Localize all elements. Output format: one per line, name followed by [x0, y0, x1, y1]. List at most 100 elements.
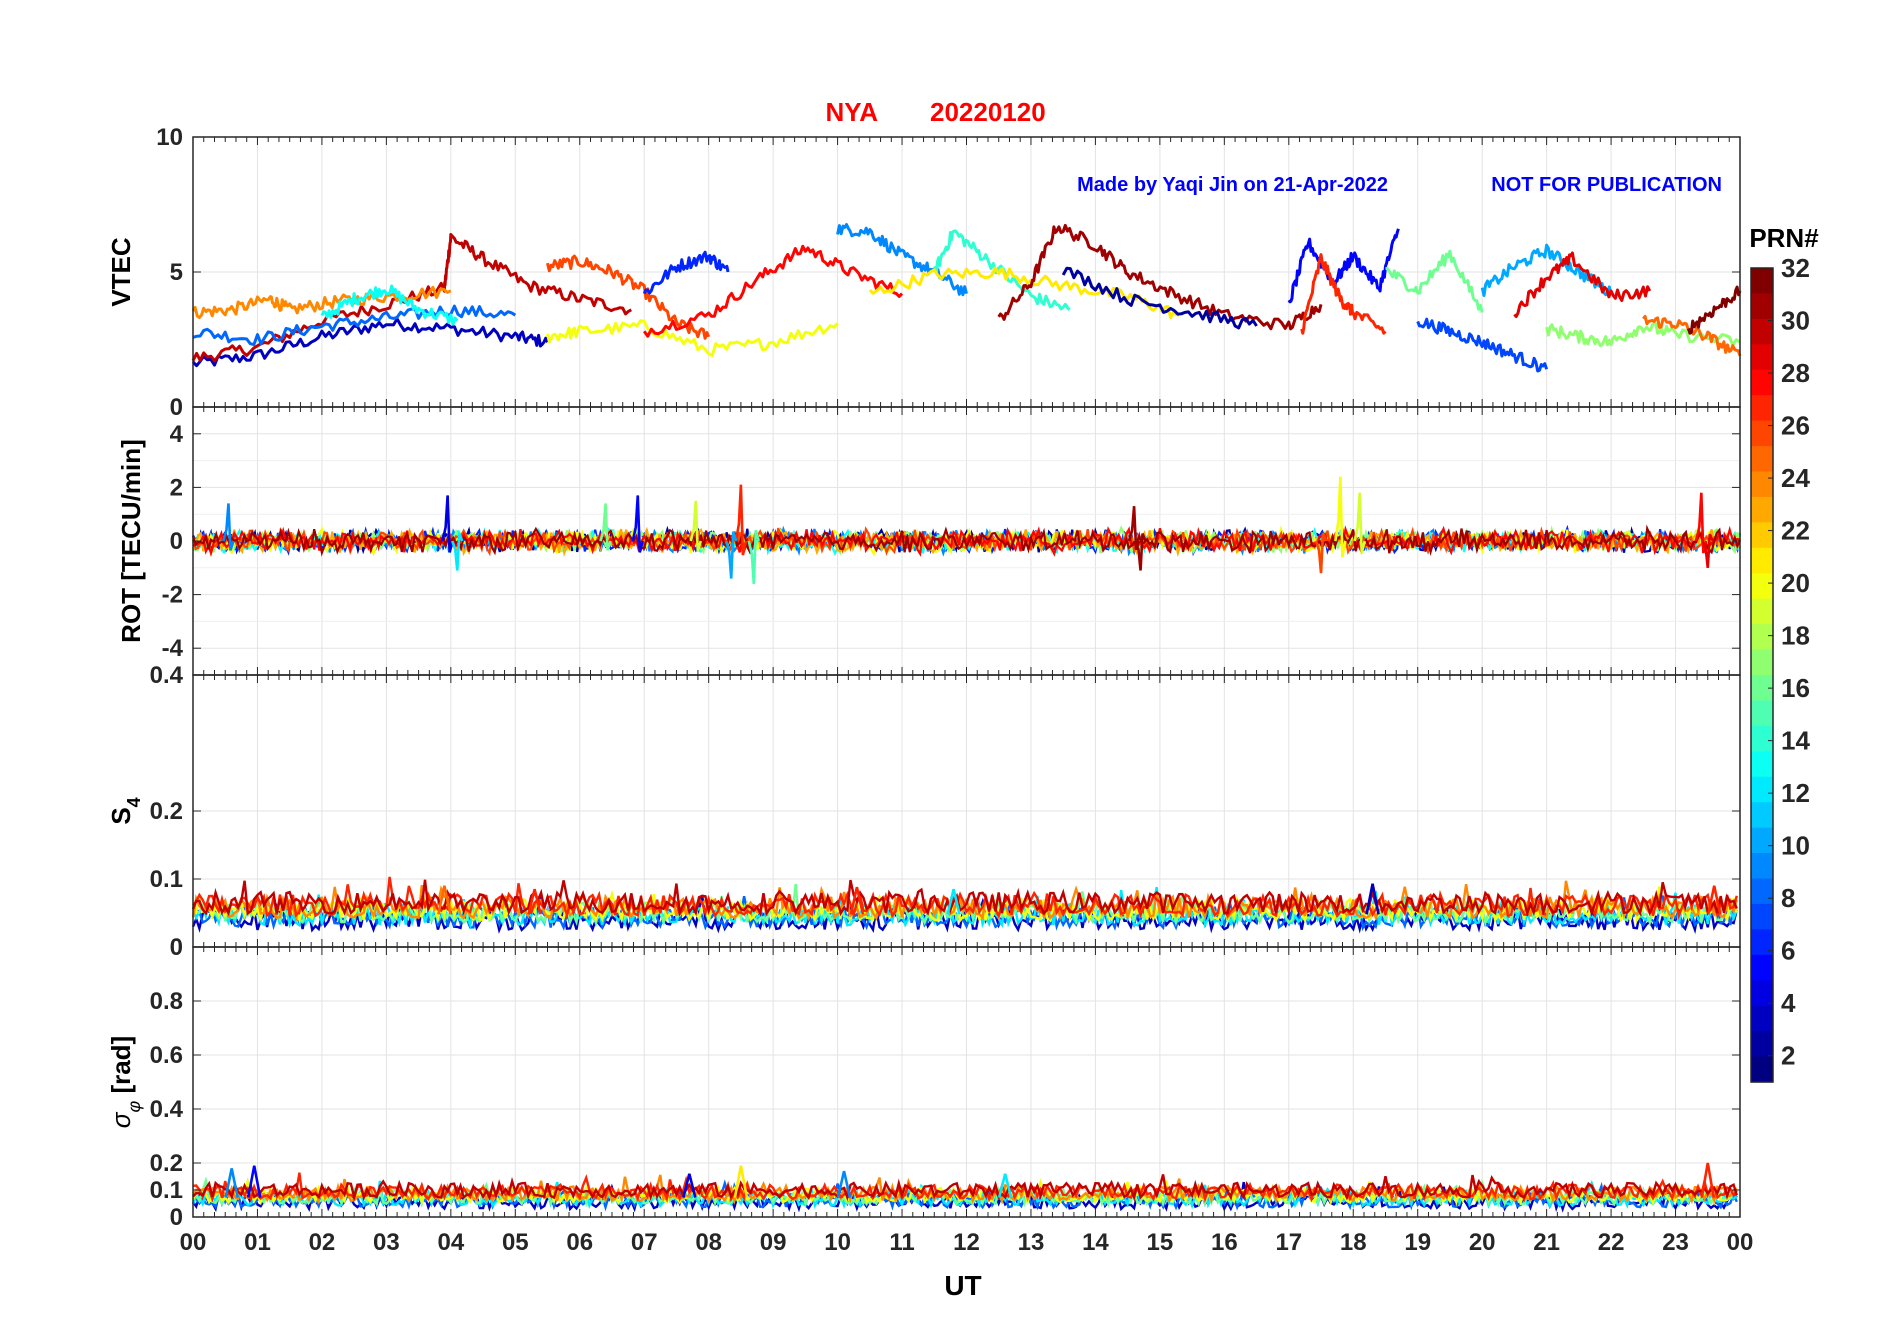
rot-series-prn-31 — [191, 524, 1741, 557]
vtec-series-prn-17 — [1545, 322, 1741, 348]
colorbar-bin — [1751, 751, 1773, 778]
colorbar-bin — [1751, 954, 1773, 981]
rot-ticks: -4 -2 0 2 4 — [162, 407, 1741, 675]
colorbar-bin — [1751, 573, 1773, 600]
vtec-ylabel: VTEC — [106, 237, 136, 307]
vtec-ytick-label: 0 — [170, 394, 183, 421]
colorbar-bin — [1751, 268, 1773, 295]
colorbar-tick-label: 10 — [1781, 831, 1810, 861]
vtec-series-prn-28 — [642, 244, 904, 338]
colorbar-tick-label: 24 — [1781, 463, 1810, 493]
colorbar-tick-label: 18 — [1781, 621, 1810, 651]
s4-series — [191, 876, 1738, 935]
colorbar-bin — [1751, 293, 1773, 320]
vtec-series-prn-9 — [836, 223, 968, 297]
s4-ytick-label: 0.2 — [150, 798, 183, 825]
rot-spike-prn-12 — [451, 533, 464, 571]
rot-ytick-label: -2 — [162, 582, 183, 609]
x-axis-label: UT — [944, 1270, 981, 1301]
colorbar-bin — [1751, 395, 1773, 422]
colorbar-tick-label: 14 — [1781, 726, 1810, 756]
colorbar-bin — [1751, 446, 1773, 473]
x-tick-label: 06 — [566, 1229, 593, 1256]
x-tick-label: 15 — [1147, 1229, 1174, 1256]
notice-text: NOT FOR PUBLICATION — [1491, 174, 1722, 196]
rot-spike-prn-5 — [631, 495, 645, 553]
colorbar-tick-label: 26 — [1781, 411, 1810, 441]
colorbar-label: PRN# — [1749, 223, 1819, 253]
colorbar-tick-label: 16 — [1781, 673, 1810, 703]
x-tick-label: 03 — [373, 1229, 400, 1256]
rot-series — [191, 476, 1742, 584]
vtec-series-prn-3 — [191, 317, 549, 368]
vtec-series-prn-13 — [320, 284, 459, 326]
x-tick-label: 05 — [502, 1229, 529, 1256]
colorbar-bin — [1751, 471, 1773, 498]
sigma-phi-peak-prn-9 — [836, 1170, 852, 1198]
rot-spike-prn-10 — [724, 531, 738, 579]
s4-ytick-label: 0.4 — [150, 662, 184, 689]
colorbar-bin — [1751, 522, 1773, 549]
colorbar-bin — [1751, 318, 1773, 345]
colorbar-tick-label: 30 — [1781, 306, 1810, 336]
title-station: NYA — [825, 97, 878, 127]
sigma-phi-peak-prn-21 — [733, 1165, 749, 1198]
vtec-panel: 0 5 10 VTEC Made by Yaqi Jin on 21-Apr-202… — [106, 124, 1742, 421]
sigma-phi-ytick-label: 0.4 — [150, 1096, 184, 1123]
colorbar-tick-label: 6 — [1781, 936, 1795, 966]
sigma-phi-series-prn-30 — [192, 1174, 1738, 1202]
colorbar-bin — [1751, 853, 1773, 880]
colorbar-bin — [1751, 725, 1773, 752]
vtec-series-prn-31 — [997, 223, 1323, 331]
x-tick-label: 00 — [1727, 1229, 1754, 1256]
s4-peak-prn-27 — [527, 888, 542, 915]
sigma-phi-series-prn-27 — [192, 1172, 1738, 1204]
rot-ylabel: ROT [TECU/min] — [116, 439, 146, 643]
x-axis: 00 01 02 03 04 05 06 07 08 09 10 11 12 13 14 15 16 17 18 19… — [180, 1229, 1754, 1256]
rot-ytick-label: 0 — [170, 528, 183, 555]
s4-peak-prn-3 — [1365, 883, 1380, 915]
rot-spike-prn-29 — [1701, 533, 1714, 568]
colorbar-frame — [1750, 267, 1774, 1083]
x-tick-label: 07 — [631, 1229, 658, 1256]
sigma-phi-grid — [193, 947, 1740, 1217]
colorbar-bin — [1751, 344, 1773, 371]
rot-spike-prn-26 — [1314, 532, 1328, 574]
colorbar-tick-label: 32 — [1781, 253, 1810, 283]
colorbar-bin — [1751, 624, 1773, 651]
x-tick-label: 02 — [309, 1229, 336, 1256]
s4-peak-prn-27 — [849, 886, 865, 915]
x-tick-label: 01 — [244, 1229, 271, 1256]
title-date: 20220120 — [930, 97, 1046, 127]
colorbar-bin — [1751, 369, 1773, 396]
colorbar-tick-label: 22 — [1781, 516, 1810, 546]
vtec-series-prn-32 — [1686, 285, 1742, 335]
x-tick-label: 14 — [1082, 1229, 1109, 1256]
sigma-phi-ytick-label: 0.1 — [150, 1177, 183, 1204]
colorbar-bin — [1751, 420, 1773, 447]
vtec-series-prn-26 — [546, 254, 711, 340]
x-tick-label: 19 — [1404, 1229, 1431, 1256]
rot-spike-prn-27 — [734, 484, 748, 556]
rot-ytick-label: -4 — [162, 635, 184, 662]
vtec-series-prn-24 — [191, 285, 452, 320]
colorbar-bin — [1751, 903, 1773, 930]
x-tick-label: 11 — [889, 1229, 914, 1256]
x-tick-label: 16 — [1211, 1229, 1238, 1256]
colorbar-bin — [1751, 496, 1773, 523]
vtec-series-prn-29 — [1513, 251, 1652, 318]
sigma-phi-ytick-label: 0 — [170, 1204, 183, 1231]
rot-spike-prn-15 — [747, 529, 761, 584]
vtec-series-prn-20 — [546, 319, 839, 358]
sigma-phi-panel: 00.10.2 0.4 0.6 0.8 σφ [rad] — [106, 946, 1741, 1231]
rot-panel: -4 -2 0 2 4 ROT [TECU/min] — [116, 406, 1742, 676]
sigma-phi-series — [191, 1162, 1738, 1213]
colorbar-tick-label: 2 — [1781, 1041, 1795, 1071]
x-tick-label: 17 — [1275, 1229, 1302, 1256]
colorbar-bin — [1751, 649, 1773, 676]
colorbar-tick-label: 12 — [1781, 778, 1810, 808]
x-tick-label: 04 — [437, 1229, 464, 1256]
vtec-ytick-label: 10 — [156, 124, 183, 151]
